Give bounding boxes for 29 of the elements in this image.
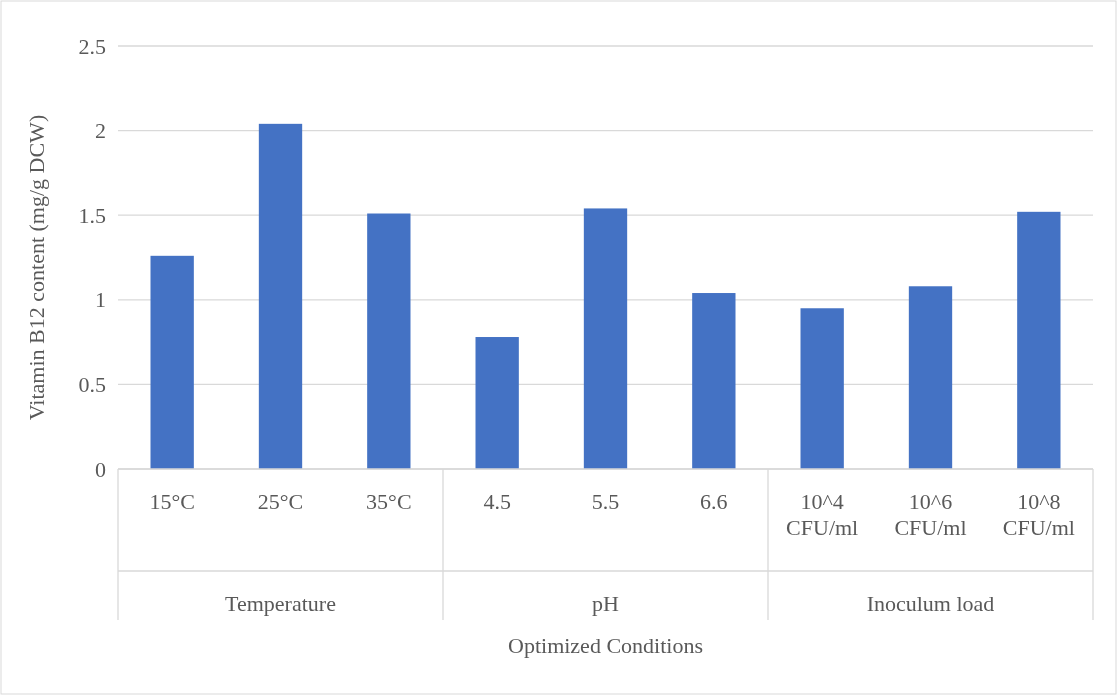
y-tick-label: 1.5	[78, 202, 106, 228]
bar	[800, 308, 844, 469]
x-tick-label: 10^4 CFU/ml	[786, 489, 859, 540]
y-tick-label: 0.5	[78, 371, 106, 397]
x-tick-label: 15°C	[149, 489, 195, 514]
bar	[258, 123, 303, 469]
bar	[692, 293, 736, 469]
x-tick-label: 6.6	[700, 489, 728, 514]
bar	[150, 255, 194, 469]
text: Inoculum load	[866, 591, 995, 616]
text: pH	[592, 591, 620, 616]
y-tick-label: 2	[95, 118, 106, 144]
text: Temperature	[225, 591, 336, 616]
x-axis-title: Optimized Conditions	[508, 633, 703, 658]
x-tick-label: 25°C	[257, 489, 304, 514]
x-tick-label: 4.5	[483, 489, 511, 514]
x-tick-label: 10^8 CFU/ml	[1002, 489, 1075, 540]
x-tick-label: 35°C	[366, 489, 412, 514]
y-tick-label: 0	[95, 456, 106, 482]
bar	[908, 286, 953, 469]
y-axis-title: Vitamin B12 content (mg/g DCW)	[24, 114, 49, 421]
bar	[583, 208, 628, 469]
y-tick-label: 2.5	[78, 33, 106, 59]
x-tick-label: 10^6 CFU/ml	[894, 489, 967, 540]
bar	[1017, 211, 1061, 469]
x-tick-label: 5.5	[591, 489, 620, 514]
bar	[367, 213, 411, 469]
y-tick-label: 1	[95, 287, 106, 313]
bar	[475, 337, 519, 469]
